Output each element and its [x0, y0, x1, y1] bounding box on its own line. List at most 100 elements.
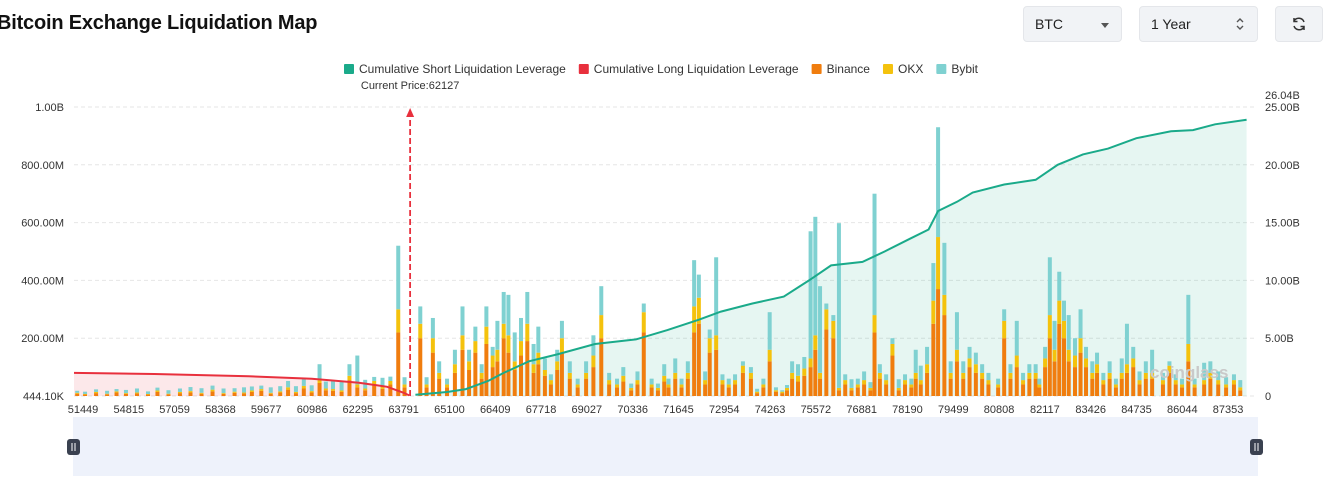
bar-okx	[692, 306, 697, 333]
bar-okx	[890, 343, 895, 356]
bar-okx	[931, 300, 936, 324]
bar-okx	[1119, 372, 1124, 379]
bar-bybit	[512, 332, 517, 362]
bar-binance	[123, 393, 128, 396]
bar-okx	[1150, 372, 1155, 379]
bar-okx	[396, 309, 401, 333]
bar-bybit	[418, 306, 423, 324]
bar-bybit	[259, 385, 264, 390]
legend-label: Cumulative Long Liquidation Leverage	[594, 62, 799, 76]
bar-okx	[1107, 372, 1112, 379]
bar-okx	[1095, 364, 1100, 373]
bar-okx	[575, 384, 580, 388]
bar-binance	[467, 369, 472, 396]
x-tick: 58368	[205, 404, 236, 416]
zoom-handle-left[interactable]	[67, 439, 80, 455]
bar-bybit	[114, 389, 119, 392]
bar-binance	[437, 378, 442, 396]
bar-okx	[380, 386, 385, 389]
bar-bybit	[790, 361, 795, 373]
bar-bybit	[83, 391, 88, 394]
bar-okx	[1090, 372, 1095, 379]
bar-binance	[1160, 384, 1165, 396]
x-tick: 57059	[159, 404, 190, 416]
x-tick: 76881	[846, 404, 877, 416]
x-tick: 54815	[114, 404, 145, 416]
bar-okx	[707, 338, 712, 353]
bar-binance	[242, 393, 247, 396]
bar-okx	[740, 365, 745, 373]
bar-binance	[83, 394, 88, 396]
bar-bybit	[877, 364, 882, 373]
bar-bybit	[323, 381, 328, 389]
bar-okx	[666, 384, 671, 388]
coin-select[interactable]: BTC	[1023, 6, 1122, 42]
range-select-value: 1 Year	[1151, 16, 1191, 32]
bar-bybit	[1119, 358, 1124, 373]
bar-binance	[542, 375, 547, 396]
bar-binance	[396, 332, 401, 396]
bar-okx	[980, 372, 985, 379]
bar-binance	[1150, 378, 1155, 396]
bar-binance	[629, 390, 634, 396]
bar-bybit	[75, 390, 80, 393]
bar-binance	[460, 349, 465, 396]
zoom-handle-right[interactable]	[1250, 439, 1263, 455]
bar-okx	[862, 380, 867, 385]
bar-okx	[1113, 384, 1118, 388]
bar-binance	[641, 332, 646, 396]
bar-okx	[94, 391, 99, 394]
bar-bybit	[388, 376, 393, 381]
bar-binance	[479, 378, 484, 396]
bar-binance	[155, 391, 160, 396]
bar-okx	[555, 361, 560, 370]
bar-okx	[607, 380, 612, 385]
bar-bybit	[1160, 372, 1165, 381]
bar-bybit	[802, 356, 807, 369]
bar-okx	[166, 393, 171, 395]
zoom-slider[interactable]	[67, 417, 1263, 476]
bar-bybit	[720, 374, 725, 381]
bar-bybit	[1047, 257, 1052, 316]
bar-okx	[1002, 320, 1007, 339]
bar-bybit	[733, 374, 738, 381]
bar-bybit	[452, 349, 457, 365]
bar-binance	[1101, 384, 1106, 396]
bar-okx	[134, 392, 139, 394]
bar-okx	[813, 335, 818, 350]
bar-okx	[780, 391, 785, 394]
bar-bybit	[1107, 361, 1112, 373]
bar-bybit	[884, 374, 889, 381]
x-tick: 66409	[480, 404, 511, 416]
range-select[interactable]: 1 Year	[1139, 6, 1258, 42]
bar-okx	[286, 387, 291, 390]
bar-okx	[293, 391, 298, 394]
x-tick: 65100	[434, 404, 465, 416]
bar-okx	[232, 391, 237, 393]
bar-bybit	[1231, 374, 1236, 381]
refresh-button[interactable]	[1275, 6, 1323, 42]
bar-bybit	[849, 379, 854, 388]
bar-bybit	[1095, 352, 1100, 365]
current-price-arrow	[406, 108, 415, 117]
bar-binance	[1124, 372, 1129, 396]
bar-binance	[790, 378, 795, 396]
chevron-down-icon	[1101, 23, 1109, 28]
bar-bybit	[931, 263, 936, 301]
bar-binance	[961, 378, 966, 396]
bar-binance	[380, 388, 385, 396]
bar-bybit	[673, 358, 678, 373]
bar-binance	[913, 378, 918, 396]
left-axis-ticks: 444.10K 200.00M 400.00M 600.00M 800.00M 1.00B	[21, 102, 64, 403]
bar-bybit	[177, 388, 182, 392]
bar-okx	[1160, 380, 1165, 385]
bar-bybit	[1101, 372, 1106, 381]
bar-okx	[146, 393, 151, 395]
bar-binance	[402, 387, 407, 396]
bar-binance	[548, 384, 553, 396]
bar-bybit	[773, 387, 778, 391]
bar-binance	[996, 387, 1001, 396]
zoom-track	[73, 417, 1258, 476]
bar-bybit	[862, 371, 867, 381]
bar-bybit	[317, 364, 322, 381]
